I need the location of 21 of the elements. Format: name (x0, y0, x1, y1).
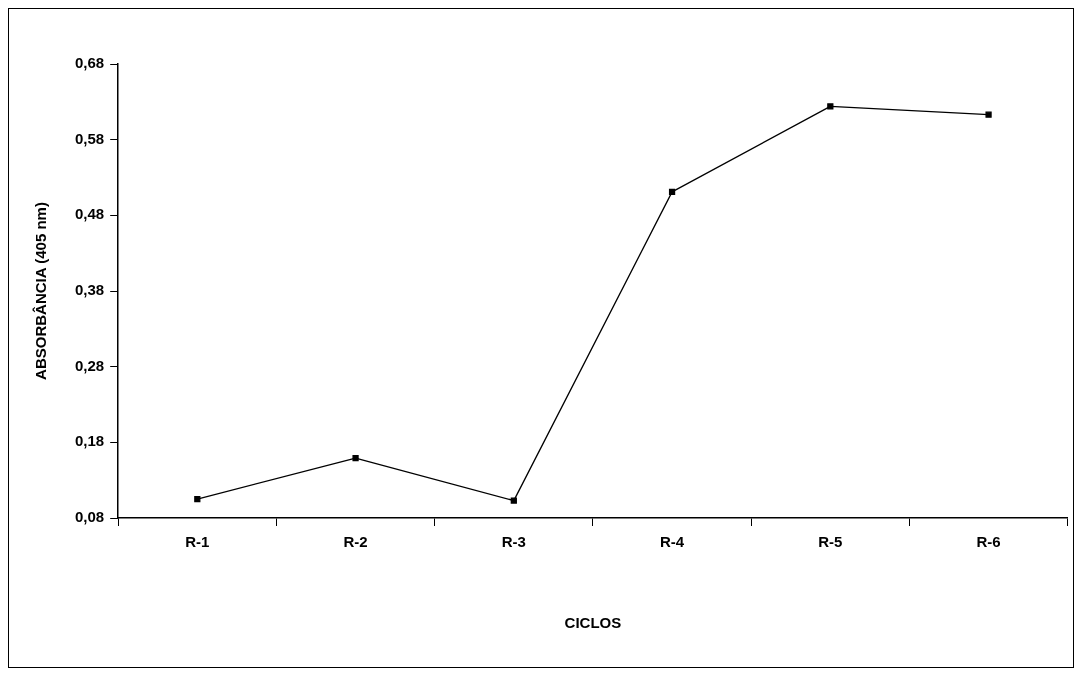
point (668, 188, 676, 195)
y-tick-label: 0,58 (74, 129, 105, 147)
y-tick-label: 0,08 (74, 508, 105, 526)
x-axis-title: CICLOS (564, 614, 622, 632)
point (352, 455, 359, 462)
x-tick-label: R-4 (659, 533, 685, 551)
y-axis-title: ABSORBÂNCIA (405 nm) (32, 202, 50, 380)
x-tick-label: R-6 (976, 533, 1001, 551)
y-tick-label: 0,38 (74, 281, 105, 299)
x-tick-label: R-2 (343, 533, 368, 551)
point (985, 111, 992, 118)
y-tick-label: 0,68 (74, 54, 105, 72)
point (194, 495, 201, 503)
x-tick-label: R-3 (501, 533, 526, 551)
x-tick-label: R-1 (185, 533, 210, 551)
point (510, 497, 517, 504)
y-tick-label: 0,18 (74, 432, 105, 450)
y-tick-label: 0,48 (74, 205, 105, 223)
y-tick-label: 0,28 (74, 356, 105, 374)
point (827, 103, 834, 110)
x-tick-label: R-5 (818, 533, 843, 551)
